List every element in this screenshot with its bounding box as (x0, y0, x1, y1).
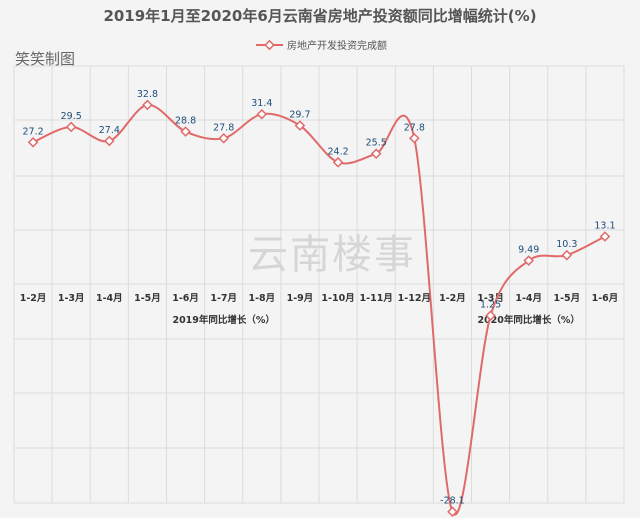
data-point (332, 157, 344, 168)
legend-label: 房地产开发投资完成额 (287, 39, 387, 52)
x-tick-label: 1-6月 (172, 293, 199, 304)
data-label: 29.5 (61, 111, 82, 122)
data-label: 9.49 (518, 245, 539, 256)
group-labels: 2019年同比增长（%） 2020年同比增长（%） (172, 314, 579, 326)
data-label: 27.8 (213, 122, 234, 133)
x-tick-label: 1-6月 (592, 293, 619, 304)
watermark-center: 云南楼事 (248, 232, 416, 278)
data-label: 25.5 (366, 138, 387, 149)
data-point (523, 255, 534, 266)
x-tick-label: 1-5月 (134, 293, 161, 304)
x-tick-label: 1-12月 (398, 293, 431, 304)
watermark-corner: 笑笑制图 (15, 50, 75, 68)
data-labels: 27.2 29.5 27.4 32.8 28.8 27.8 31.4 29.7 24.2 25.5… (22, 89, 615, 507)
data-point (599, 231, 611, 242)
x-tick-label: 1-2月 (439, 293, 466, 304)
x-tick-label: 1-2月 (20, 293, 47, 304)
data-point (485, 310, 496, 321)
x-tick-label: 1-4月 (515, 293, 542, 304)
data-label: 32.8 (137, 89, 158, 100)
data-point (104, 135, 115, 147)
x-tick-label: 1-3月 (58, 293, 85, 304)
data-label: 10.3 (556, 239, 577, 250)
data-label: 28.8 (175, 116, 196, 127)
group-label: 2019年同比增长（%） (172, 314, 274, 326)
legend[interactable]: 房地产开发投资完成额 (256, 39, 387, 52)
series-markers (27, 99, 611, 518)
data-point (65, 121, 77, 133)
data-point (447, 506, 458, 518)
x-axis-ticks: 1-2月 1-3月 1-4月 1-5月 1-6月 1-7月 1-8月 1-9月 1-10月 1-1… (20, 293, 619, 304)
data-point (142, 99, 153, 111)
legend-diamond-marker (264, 39, 275, 51)
x-tick-label: 1-9月 (287, 293, 314, 304)
data-point (256, 108, 268, 120)
x-tick-label: 1-11月 (360, 293, 393, 304)
data-label: 27.2 (22, 126, 43, 137)
data-label: 13.1 (594, 220, 615, 231)
x-tick-label: 1-10月 (321, 293, 354, 304)
data-label: 24.2 (327, 146, 348, 157)
x-tick-label: 1-8月 (248, 293, 275, 304)
data-label: 27.8 (404, 122, 425, 133)
data-point (409, 132, 420, 144)
data-point (370, 148, 382, 159)
group-label: 2020年同比增长（%） (477, 314, 579, 326)
x-tick-label: 1-3月 (477, 293, 504, 304)
data-label: 1.25 (480, 300, 501, 311)
data-point (218, 132, 229, 144)
data-label: 31.4 (251, 98, 272, 109)
data-label: -28.1 (440, 496, 465, 507)
data-label: 29.7 (289, 110, 310, 121)
data-point (294, 120, 306, 131)
data-point (180, 126, 191, 137)
grid (13, 65, 625, 504)
data-point (27, 137, 39, 148)
data-label: 27.4 (99, 125, 120, 136)
data-point (561, 249, 573, 261)
x-tick-label: 1-5月 (553, 293, 580, 304)
x-tick-label: 1-4月 (96, 293, 123, 304)
chart-title: 2019年1月至2020年6月云南省房地产投资额同比增幅统计(%) (103, 7, 536, 25)
x-tick-label: 1-7月 (210, 293, 237, 304)
